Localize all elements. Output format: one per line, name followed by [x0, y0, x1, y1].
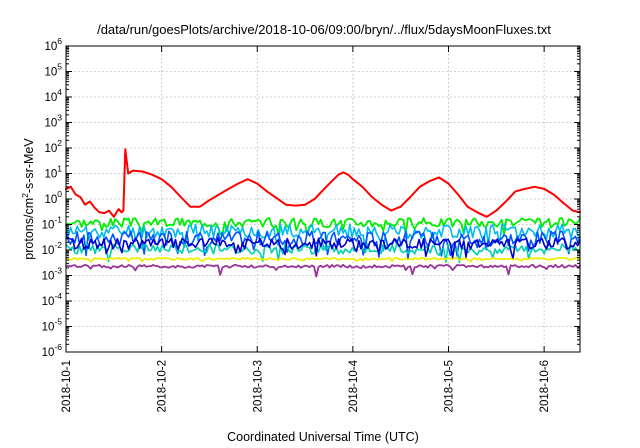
- grid-lines: [66, 46, 580, 352]
- x-tick-label: 2018-10-1: [61, 360, 73, 412]
- y-tick-label: 100: [44, 189, 62, 206]
- series-line-2: [65, 217, 581, 237]
- chart-title: /data/run/goesPlots/archive/2018-10-06/0…: [97, 22, 551, 37]
- x-tick-label: 2018-10-3: [252, 360, 264, 412]
- y-tick-base: 10: [44, 41, 57, 53]
- y-axis-label-pre: protons/cm: [22, 198, 36, 260]
- data-series: [65, 148, 581, 278]
- y-tick-exponent: -3: [54, 266, 62, 276]
- y-tick-base: 10: [42, 347, 55, 359]
- x-tick-labels: 2018-10-1 2018-10-2 2018-10-3 2018-10-4 2018…: [61, 359, 551, 412]
- y-tick-exponent: 6: [57, 36, 62, 46]
- y-tick-exponent: -1: [54, 215, 62, 225]
- y-tick-label: 10-5: [42, 317, 63, 334]
- y-tick-base: 10: [44, 67, 57, 79]
- y-tick-base: 10: [42, 271, 55, 283]
- x-axis-label: Coordinated Universal Time (UTC): [227, 430, 419, 444]
- y-tick-exponent: -6: [54, 342, 62, 352]
- y-tick-label: 10-2: [42, 240, 63, 257]
- y-tick-exponent: 0: [57, 189, 62, 199]
- x-tick-label: 2018-10-5: [444, 360, 456, 412]
- y-axis-label-sup: 2: [20, 193, 30, 198]
- y-tick-exponent: 2: [57, 138, 62, 148]
- y-tick-exponent: 1: [57, 164, 62, 174]
- y-tick-label: 104: [44, 87, 62, 104]
- y-tick-base: 10: [44, 194, 57, 206]
- series-line-3: [65, 223, 581, 252]
- y-tick-label: 10-3: [42, 266, 63, 283]
- y-tick-label: 106: [44, 36, 62, 53]
- y-tick-label: 10-6: [42, 342, 63, 359]
- series-line-1: [65, 148, 581, 218]
- x-tick-label: 2018-10-4: [348, 359, 360, 412]
- y-tick-label: 101: [44, 164, 62, 181]
- series-line-8: [65, 263, 581, 278]
- y-tick-base: 10: [44, 92, 57, 104]
- y-tick-label: 105: [44, 62, 62, 79]
- y-tick-base: 10: [44, 143, 57, 155]
- x-tick-label: 2018-10-2: [157, 360, 169, 412]
- y-axis-label: protons/cm2-s-sr-MeV: [20, 138, 36, 260]
- y-tick-base: 10: [42, 322, 55, 334]
- y-tick-exponent: 4: [57, 87, 62, 97]
- y-tick-base: 10: [44, 118, 57, 130]
- y-tick-base: 10: [42, 296, 55, 308]
- x-tick-label: 2018-10-6: [539, 360, 551, 412]
- y-tick-base: 10: [42, 220, 55, 232]
- y-tick-exponent: -4: [54, 291, 62, 301]
- y-tick-label: 10-1: [42, 215, 63, 232]
- y-tick-exponent: 3: [57, 113, 62, 123]
- axis-ticks: [65, 45, 580, 353]
- series-line-7: [65, 256, 581, 263]
- y-tick-base: 10: [42, 245, 55, 257]
- y-tick-label: 10-4: [42, 291, 63, 308]
- y-tick-labels: 10-610-510-410-310-210-11001011021031041…: [42, 36, 63, 359]
- y-tick-exponent: -2: [54, 240, 62, 250]
- y-tick-label: 103: [44, 113, 62, 130]
- y-tick-exponent: 5: [57, 62, 62, 72]
- y-axis-label-post: -s-sr-MeV: [22, 138, 36, 194]
- y-tick-base: 10: [44, 169, 57, 181]
- y-tick-exponent: -5: [54, 317, 62, 327]
- series-line-5: [65, 243, 581, 264]
- y-tick-label: 102: [44, 138, 62, 155]
- series-line-6: [65, 237, 581, 260]
